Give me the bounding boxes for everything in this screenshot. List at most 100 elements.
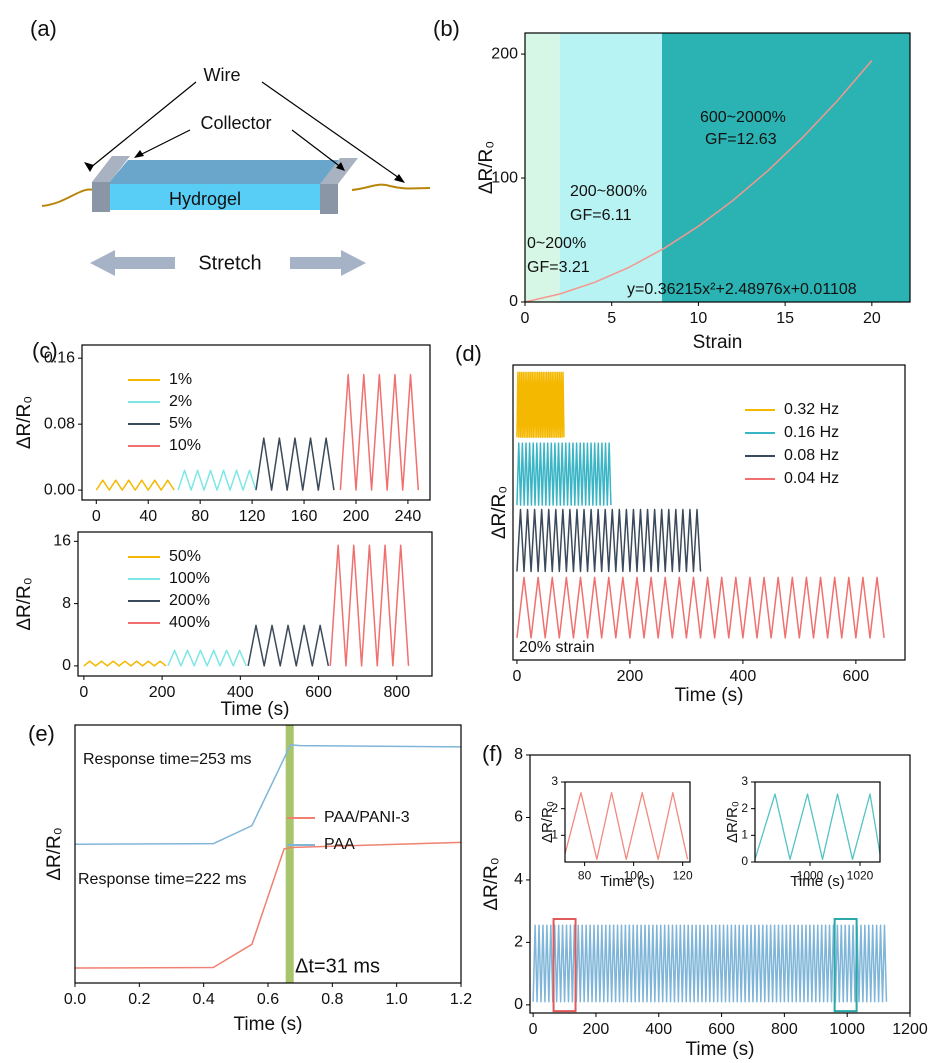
x-tick-label: 200 (149, 684, 176, 701)
y-tick-label: 1 (741, 828, 748, 842)
series-line (75, 842, 461, 968)
annotation: GF=12.63 (705, 131, 777, 148)
series-line (248, 625, 328, 665)
annotation: GF=6.11 (570, 207, 632, 224)
series-line (168, 650, 246, 666)
x-axis-title: Time (s) (790, 873, 844, 890)
plot-frame (78, 532, 432, 676)
legend-label: 400% (169, 614, 210, 631)
x-tick-label: 120 (673, 868, 693, 882)
legend-label: 0.04 Hz (784, 470, 839, 487)
annotation: Response time=253 ms (83, 751, 252, 768)
series-line (84, 661, 166, 666)
series-line (340, 375, 418, 490)
x-tick-label: 600 (708, 1021, 735, 1038)
legend-label: 50% (169, 548, 201, 565)
plot-frame (755, 782, 880, 862)
annotation: y=0.36215x²+2.48976x+0.01108 (627, 281, 857, 298)
y-tick-label: 6 (514, 809, 523, 826)
x-tick-label: 400 (730, 668, 757, 685)
y-tick-label: 2 (741, 801, 748, 815)
panel-label: (d) (455, 341, 482, 366)
y-tick-label: 4 (514, 871, 523, 888)
y-tick-label: 0.00 (44, 481, 75, 498)
x-axis-title: Time (s) (234, 1014, 303, 1035)
y-tick-label: 8 (514, 746, 523, 763)
x-tick-label: 20 (863, 310, 881, 327)
x-axis-title: Time (s) (221, 699, 290, 720)
x-tick-label: 160 (291, 508, 318, 525)
legend-label: 10% (169, 437, 201, 454)
x-tick-label: 0 (79, 684, 88, 701)
y-axis-title: ΔR/R₀ (539, 801, 556, 843)
legend-label: 1% (169, 371, 192, 388)
annotation: GF=3.21 (527, 259, 590, 276)
y-tick-label: 3 (741, 774, 748, 788)
x-tick-label: 120 (239, 508, 266, 525)
series-line (565, 793, 688, 860)
legend-label: 0.16 Hz (784, 424, 839, 441)
region (286, 725, 294, 983)
legend-label: PAA/PANI-3 (324, 809, 410, 826)
y-axis-title: ΔR/R₀ (44, 827, 65, 880)
x-tick-label: 200 (343, 508, 370, 525)
y-tick-label: 2 (514, 934, 523, 951)
series-line (330, 545, 408, 666)
x-tick-label: 0.6 (257, 991, 279, 1008)
x-axis-title: Time (s) (675, 685, 744, 706)
plot-frame (82, 345, 430, 500)
panel-label: (e) (28, 721, 55, 746)
x-tick-label: 0 (521, 310, 530, 327)
legend-label: 200% (169, 592, 210, 609)
x-tick-label: 0.8 (321, 991, 343, 1008)
label: Wire (204, 65, 241, 85)
y-tick-label: 200 (491, 45, 518, 62)
x-tick-label: 1000 (829, 1021, 865, 1038)
x-tick-label: 0 (513, 668, 522, 685)
plot-frame (513, 365, 905, 660)
x-tick-label: 40 (139, 508, 157, 525)
y-axis-title: ΔR/R₀ (724, 801, 741, 843)
legend-label: 0.08 Hz (784, 447, 839, 464)
x-tick-label: 600 (843, 668, 870, 685)
annotation: 0~200% (527, 235, 586, 252)
collector (320, 184, 338, 214)
panel-label: (a) (30, 16, 57, 41)
legend-label: 2% (169, 393, 192, 410)
series-line (517, 372, 564, 437)
legend-label: PAA (324, 836, 355, 853)
y-axis-title: ΔR/R₀ (489, 486, 510, 539)
y-axis-title: ΔR/R₀ (14, 577, 35, 630)
y-tick-label: 16 (53, 533, 71, 550)
x-tick-label: 1200 (892, 1021, 928, 1038)
y-axis-title: ΔR/R₀ (476, 141, 497, 194)
legend-label: 0.32 Hz (784, 401, 839, 418)
label: Hydrogel (169, 189, 241, 209)
wire (42, 190, 98, 207)
x-tick-label: 0 (529, 1021, 538, 1038)
series-line (517, 510, 701, 572)
series-line (517, 443, 611, 505)
y-axis-title: ΔR/R₀ (481, 857, 502, 910)
annotation: 600~2000% (700, 109, 786, 126)
y-axis-title: ΔR/R₀ (14, 396, 35, 449)
region (662, 33, 910, 302)
figure: (a) Wire Collector Hydrogel Stretch (b) 0… (0, 0, 938, 1063)
annotation: Response time=222 ms (78, 871, 247, 888)
y-tick-label: 0 (509, 293, 518, 310)
annotation: 20% strain (519, 639, 595, 656)
x-tick-label: 1020 (847, 868, 874, 882)
y-tick-label: 8 (62, 595, 71, 612)
x-tick-label: 400 (645, 1021, 672, 1038)
x-tick-label: 0.2 (128, 991, 150, 1008)
schematic: (a) Wire Collector Hydrogel Stretch (30, 16, 430, 276)
page: (a) Wire Collector Hydrogel Stretch (b) 0… (0, 0, 938, 1063)
series-line (755, 794, 880, 859)
y-tick-label: 0.08 (44, 415, 75, 432)
y-tick-label: 3 (551, 774, 558, 788)
pointer (138, 130, 190, 156)
x-tick-label: 600 (305, 684, 332, 701)
panel-label: (b) (433, 16, 460, 41)
panel-label: (f) (482, 741, 503, 766)
x-tick-label: 0 (92, 508, 101, 525)
